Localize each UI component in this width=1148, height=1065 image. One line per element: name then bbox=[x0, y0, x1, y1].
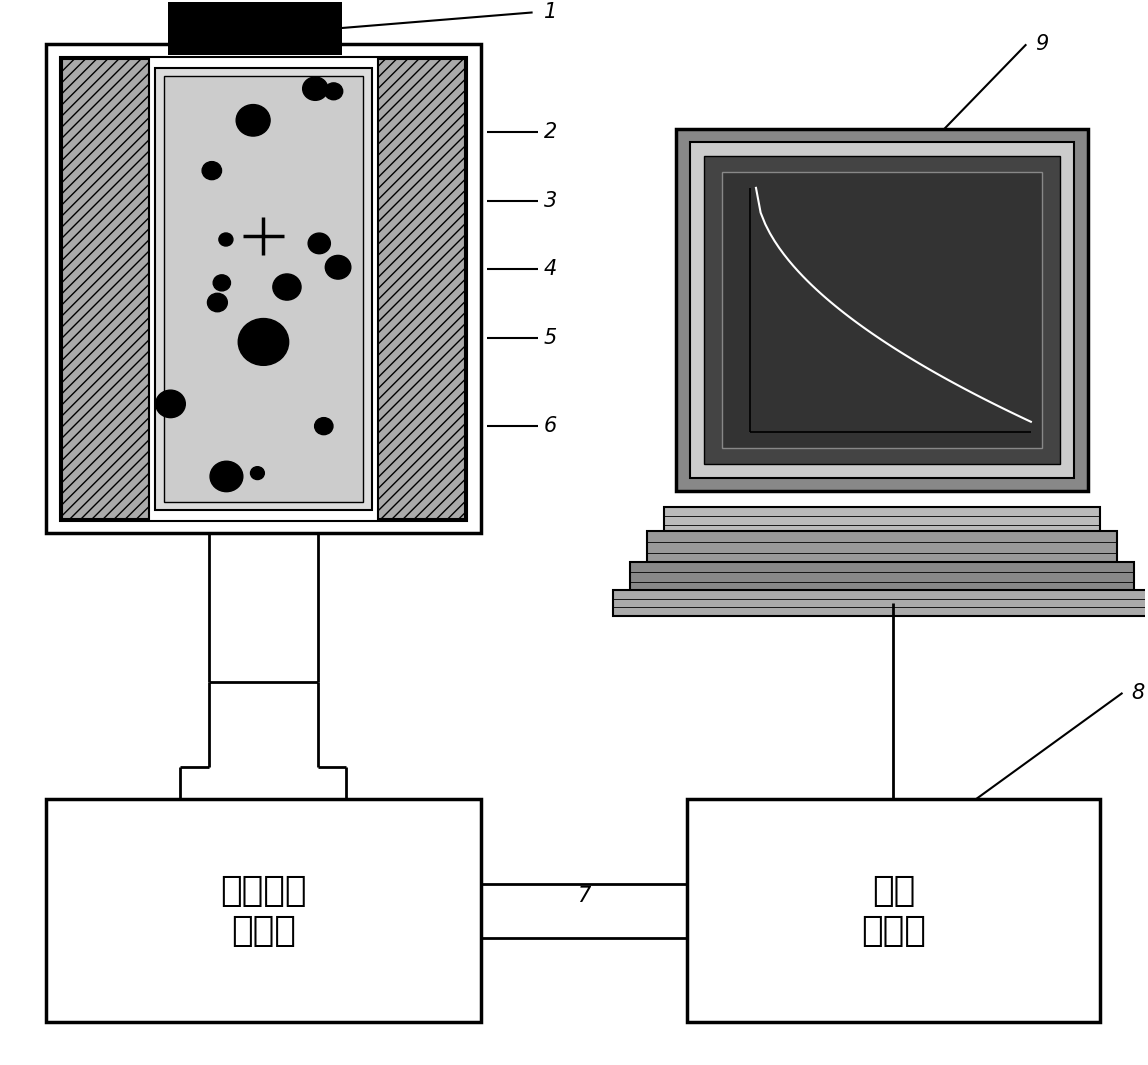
Circle shape bbox=[308, 233, 331, 253]
Circle shape bbox=[315, 417, 333, 435]
Bar bbox=[62, 60, 149, 519]
Circle shape bbox=[325, 256, 351, 279]
Bar bbox=[722, 171, 1042, 448]
Bar bbox=[705, 155, 1060, 464]
Text: 5: 5 bbox=[544, 328, 557, 348]
Text: 2: 2 bbox=[544, 122, 557, 143]
Text: 1: 1 bbox=[544, 2, 557, 22]
Circle shape bbox=[156, 390, 185, 417]
Bar bbox=[60, 58, 467, 521]
Text: 4: 4 bbox=[544, 259, 557, 279]
Circle shape bbox=[210, 461, 243, 492]
Bar bbox=[688, 799, 1100, 1022]
Text: 3: 3 bbox=[544, 191, 557, 211]
Bar bbox=[613, 590, 1148, 617]
Bar bbox=[378, 60, 465, 519]
Bar bbox=[647, 531, 1117, 563]
Circle shape bbox=[208, 293, 227, 312]
Bar bbox=[155, 68, 372, 510]
Circle shape bbox=[219, 233, 233, 246]
Bar bbox=[676, 129, 1088, 491]
Text: 频率
计数器: 频率 计数器 bbox=[861, 874, 926, 948]
Bar bbox=[46, 45, 481, 534]
Bar bbox=[168, 0, 342, 55]
Circle shape bbox=[236, 104, 270, 136]
Text: 8: 8 bbox=[1132, 683, 1145, 703]
Text: 7: 7 bbox=[577, 885, 591, 905]
Circle shape bbox=[202, 162, 222, 180]
Text: 石英晶体
振荚器: 石英晶体 振荚器 bbox=[220, 874, 307, 948]
Bar bbox=[665, 507, 1100, 534]
Bar bbox=[46, 799, 481, 1022]
Bar bbox=[630, 562, 1134, 592]
Bar bbox=[164, 77, 363, 502]
Text: 9: 9 bbox=[1035, 34, 1049, 54]
Circle shape bbox=[325, 83, 343, 100]
Circle shape bbox=[214, 275, 231, 291]
Circle shape bbox=[273, 274, 301, 300]
Circle shape bbox=[303, 77, 328, 100]
Bar bbox=[690, 142, 1075, 478]
Circle shape bbox=[239, 318, 288, 365]
Circle shape bbox=[250, 466, 264, 479]
Text: 6: 6 bbox=[544, 415, 557, 436]
